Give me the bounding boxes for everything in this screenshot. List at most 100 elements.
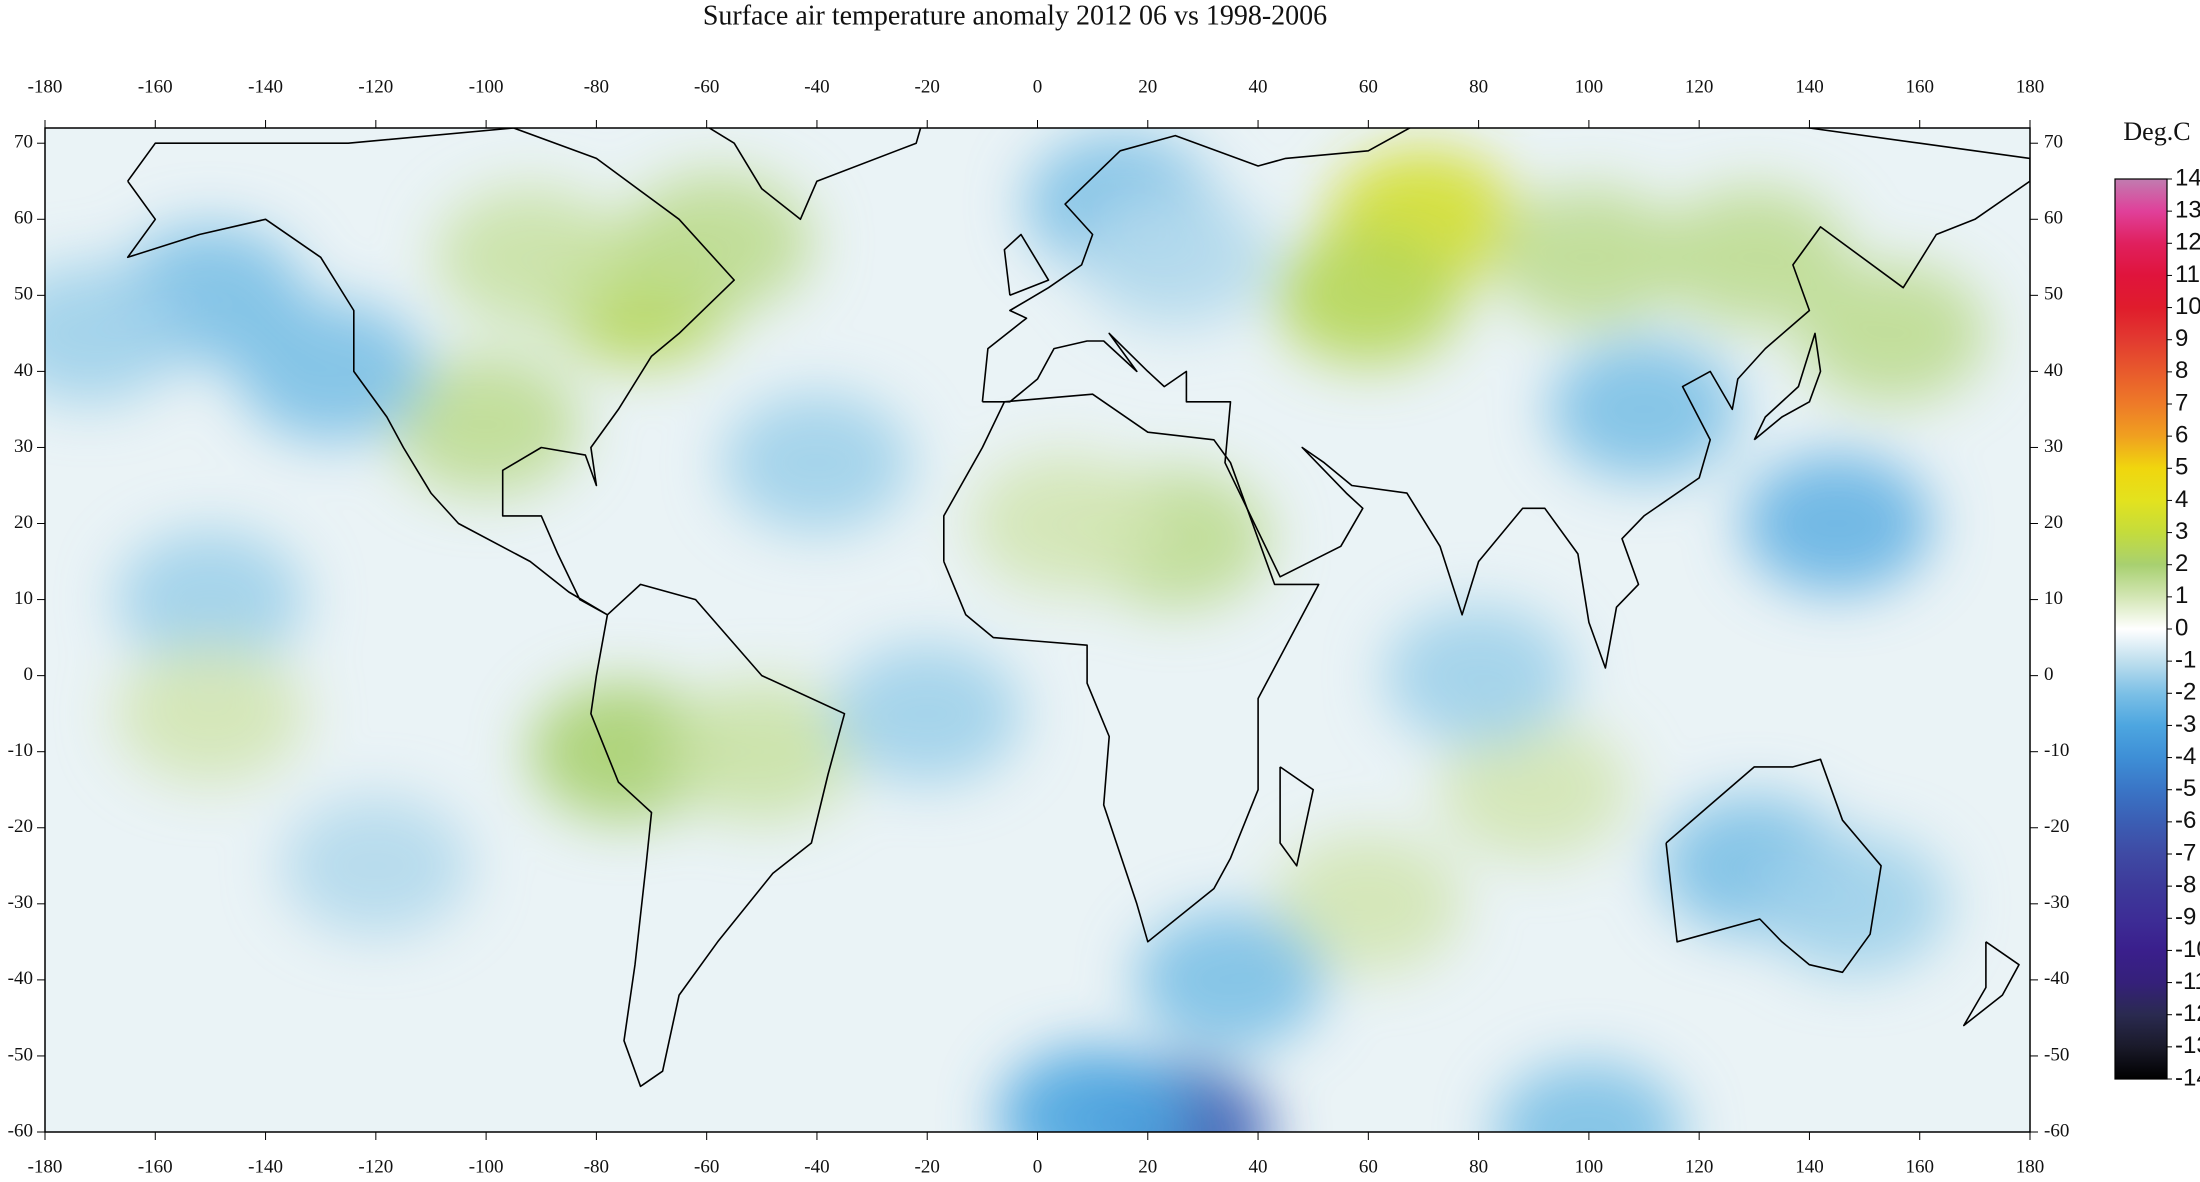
y-tick-label: -30 <box>2044 892 2069 913</box>
coastline <box>590 583 846 1088</box>
anomaly-region <box>1135 909 1326 1050</box>
y-tick-label: 10 <box>14 588 33 609</box>
y-tick-label: 10 <box>2044 588 2063 609</box>
anomaly-region <box>391 354 582 495</box>
colorbar-tick-label: -12 <box>2175 1000 2200 1027</box>
anomaly-region <box>1273 833 1464 974</box>
x-tick-label: -160 <box>138 76 173 97</box>
x-tick-label: 120 <box>1685 1156 1714 1177</box>
anomaly-region <box>832 643 1023 784</box>
coastline <box>1665 758 1882 974</box>
anomaly-region <box>970 453 1161 594</box>
anomaly-field <box>45 134 1988 1132</box>
x-tick-label: 20 <box>1138 76 1157 97</box>
colorbar-tick-label: 5 <box>2175 454 2188 481</box>
anomaly-region <box>1758 833 1949 974</box>
x-tick-label: 80 <box>1469 1156 1488 1177</box>
y-tick-label: 40 <box>2044 360 2063 381</box>
coastlines <box>126 128 2030 1088</box>
anomaly-region <box>1438 719 1629 860</box>
anomaly-region <box>280 795 471 936</box>
colorbar-tick-label: 3 <box>2175 518 2188 545</box>
x-tick-label: 20 <box>1138 1156 1157 1177</box>
x-tick-label: -80 <box>584 76 609 97</box>
anomaly-region <box>997 1046 1188 1132</box>
coastline <box>943 393 1320 943</box>
y-tick-label: 60 <box>2044 208 2063 229</box>
coastline <box>1753 332 1822 441</box>
colorbar-label: Deg.C <box>2123 117 2190 146</box>
anomaly-region <box>1742 453 1933 594</box>
coastline <box>1003 233 1050 297</box>
y-tick-label: -20 <box>2044 816 2069 837</box>
x-tick-label: -120 <box>358 76 393 97</box>
x-tick-label: 0 <box>1033 1156 1043 1177</box>
x-tick-label: 80 <box>1469 76 1488 97</box>
x-tick-label: -140 <box>248 76 283 97</box>
colorbar-tick-label: -3 <box>2175 711 2196 738</box>
colorbar-tick-label: -1 <box>2175 646 2196 673</box>
y-tick-label: 30 <box>2044 436 2063 457</box>
y-tick-label: -10 <box>8 740 33 761</box>
x-tick-label: -80 <box>584 1156 609 1177</box>
colorbar-tick-label: -7 <box>2175 839 2196 866</box>
y-tick-label: -20 <box>8 816 33 837</box>
anomaly-region <box>721 392 912 533</box>
y-tick-label: 70 <box>2044 132 2063 153</box>
x-tick-label: 120 <box>1685 76 1714 97</box>
anomaly-region <box>1549 339 1740 480</box>
colorbar-tick-label: 2 <box>2175 550 2188 577</box>
colorbar-tick-label: -2 <box>2175 679 2196 706</box>
x-tick-label: 100 <box>1575 1156 1604 1177</box>
x-tick-label: 140 <box>1795 1156 1824 1177</box>
y-tick-label: 20 <box>14 512 33 533</box>
chart-title: Surface air temperature anomaly 2012 06 … <box>703 0 1327 31</box>
anomaly-region <box>115 529 306 670</box>
y-tick-label: 0 <box>24 664 34 685</box>
x-tick-label: -140 <box>248 1156 283 1177</box>
y-tick-label: -30 <box>8 892 33 913</box>
x-tick-label: 140 <box>1795 76 1824 97</box>
colorbar-tick-label: 4 <box>2175 486 2188 513</box>
colorbar-tick-label: -6 <box>2175 807 2196 834</box>
colorbar-tick-label: 12 <box>2175 229 2200 256</box>
x-tick-label: 180 <box>2016 76 2045 97</box>
anomaly-region <box>622 172 813 313</box>
y-tick-label: 0 <box>2044 664 2054 685</box>
colorbar-tick-label: 0 <box>2175 614 2188 641</box>
anomaly-region <box>1273 225 1464 366</box>
anomaly-region <box>666 681 857 822</box>
x-tick-label: -20 <box>915 76 940 97</box>
anomaly-region <box>1659 187 1850 328</box>
x-tick-label: -120 <box>358 1156 393 1177</box>
anomaly-region <box>1383 605 1574 746</box>
x-tick-label: 100 <box>1575 76 1604 97</box>
anomaly-region <box>1493 1062 1684 1132</box>
y-tick-label: 50 <box>2044 284 2063 305</box>
colorbar-tick-label: -9 <box>2175 904 2196 931</box>
x-tick-label: -40 <box>804 76 829 97</box>
y-tick-label: -40 <box>8 968 33 989</box>
colorbar-tick-label: -13 <box>2175 1032 2200 1059</box>
anomaly-region <box>435 187 626 328</box>
x-tick-label: -180 <box>28 1156 63 1177</box>
coastline <box>126 128 735 616</box>
anomaly-region <box>1797 263 1988 404</box>
y-tick-label: -60 <box>8 1120 33 1141</box>
colorbar <box>2114 178 2168 1080</box>
colorbar-tick-label: 7 <box>2175 389 2188 416</box>
colorbar-tick-label: -8 <box>2175 871 2196 898</box>
x-tick-label: -100 <box>469 76 504 97</box>
anomaly-region <box>115 643 306 784</box>
anomaly-region <box>1493 187 1684 328</box>
anomaly-region <box>236 301 427 442</box>
colorbar-tick-label: 9 <box>2175 325 2188 352</box>
colorbar-tick-label: 14 <box>2175 164 2200 191</box>
y-tick-label: 30 <box>14 436 33 457</box>
y-tick-label: 50 <box>14 284 33 305</box>
x-tick-label: -160 <box>138 1156 173 1177</box>
colorbar-tick-label: 8 <box>2175 357 2188 384</box>
y-tick-label: -40 <box>2044 968 2069 989</box>
colorbar-tick-label: 1 <box>2175 582 2188 609</box>
anomaly-region <box>45 263 185 404</box>
